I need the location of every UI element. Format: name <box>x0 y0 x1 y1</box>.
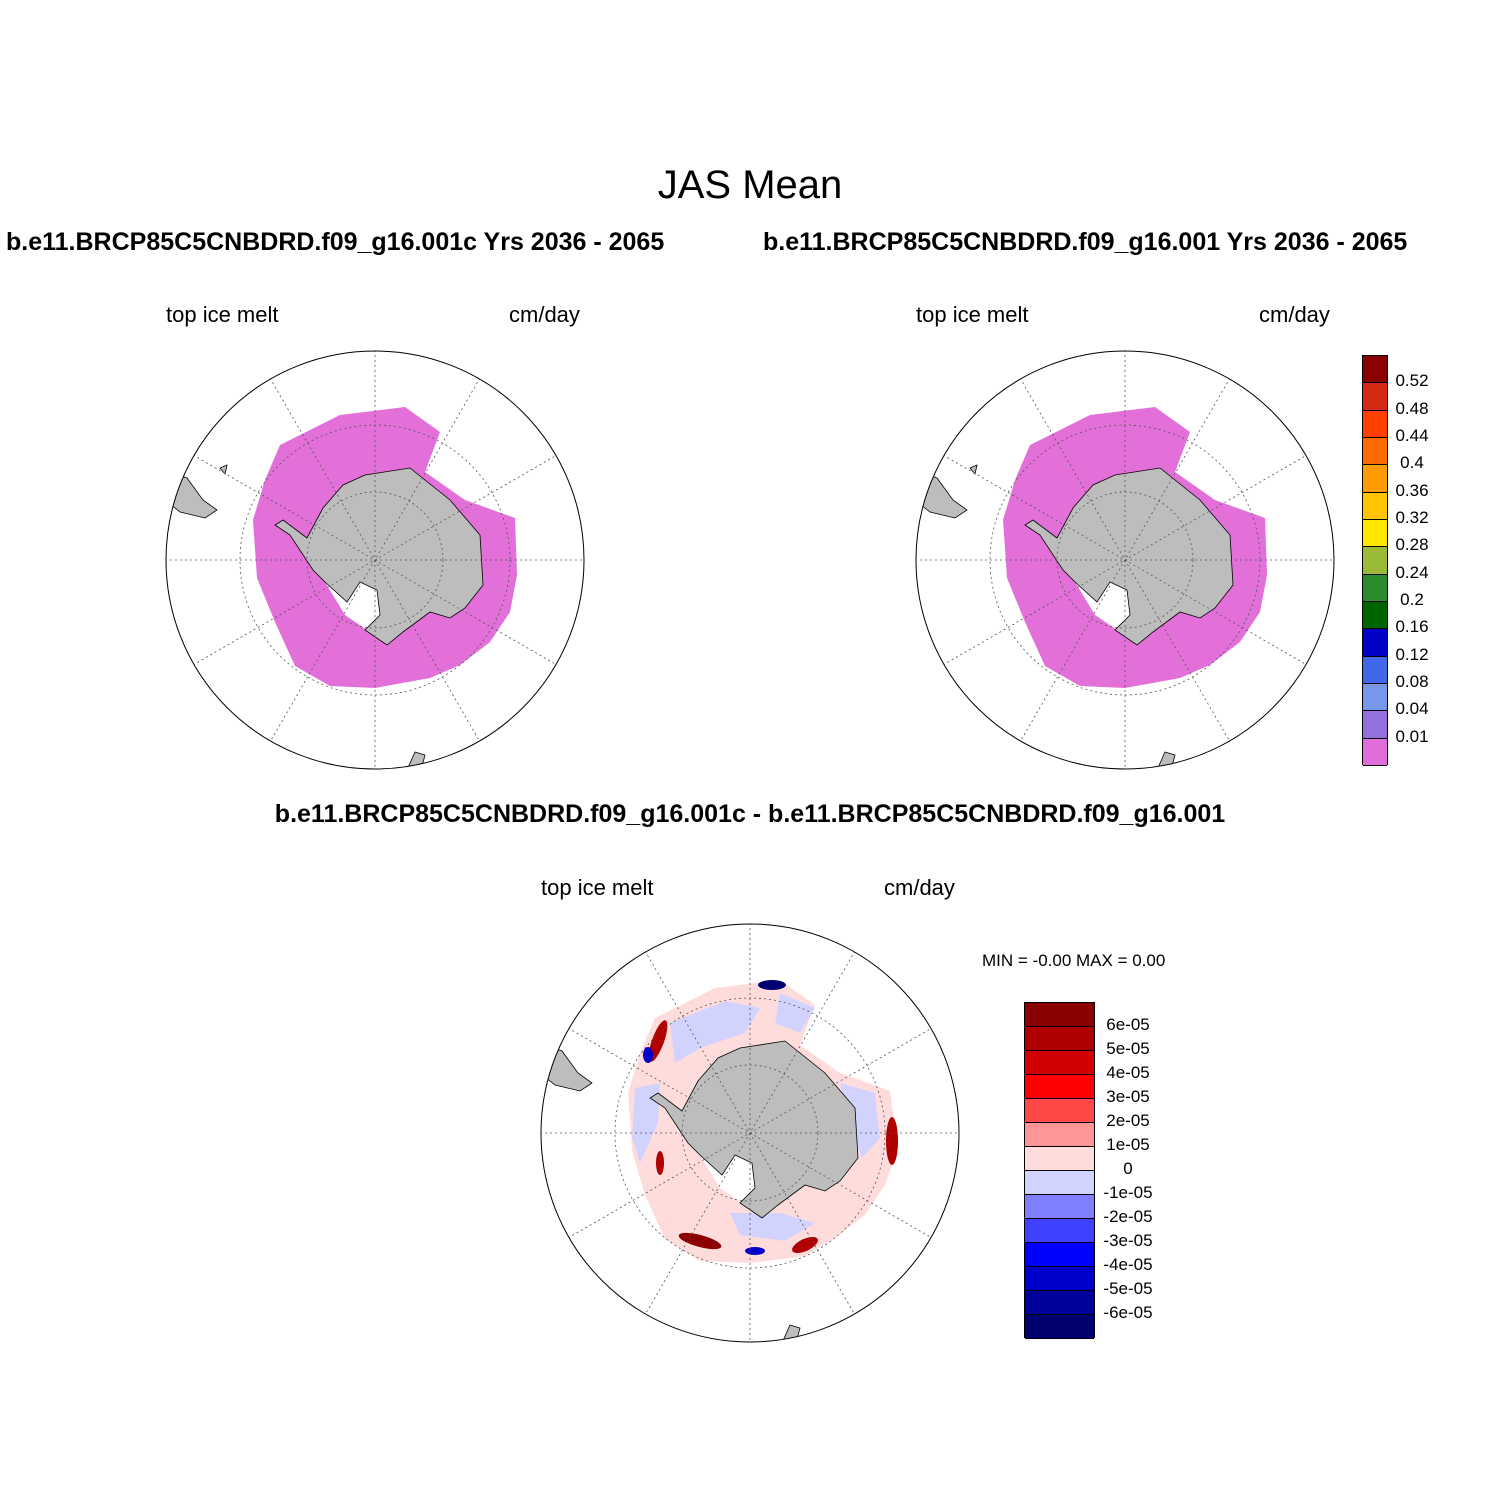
difference-colorbar-tick-label: 3e-05 <box>1106 1087 1150 1106</box>
main-colorbar-color-box <box>1363 629 1387 657</box>
main-colorbar-color-box <box>1363 574 1387 602</box>
main-colorbar-tick-label: 0.32 <box>1395 508 1429 527</box>
main-colorbar-color-box <box>1363 520 1387 548</box>
main-colorbar-color-box <box>1363 738 1387 766</box>
south-america-tip <box>166 469 218 519</box>
main-colorbar-tick-label: 0.24 <box>1395 562 1429 582</box>
difference-colorbar-color-box <box>1025 1243 1094 1267</box>
figure-title: JAS Mean <box>657 163 843 207</box>
difference-colorbar-tick-label: -3e-05 <box>1103 1231 1153 1250</box>
main-colorbar-tick-label: 0.28 <box>1395 535 1429 555</box>
main-colorbar-tick-label: 0.44 <box>1395 426 1429 445</box>
main-colorbar <box>1362 355 1388 766</box>
difference-colorbar-tick-label: -6e-05 <box>1103 1303 1153 1322</box>
difference-colorbar-tick-label: 6e-05 <box>1106 1015 1150 1034</box>
difference-colorbar-color-box <box>1025 1099 1094 1123</box>
difference-colorbar-color-box <box>1025 1123 1094 1147</box>
difference-colorbar-color-box <box>1025 1027 1094 1051</box>
difference-polar-map <box>540 923 960 1343</box>
difference-colorbar-color-box <box>1025 1171 1094 1195</box>
diff-ring-positive <box>628 980 898 1263</box>
difference-colorbar-color-box <box>1025 1195 1094 1219</box>
main-colorbar-tick-label: 0.01 <box>1395 726 1429 746</box>
difference-units-label: cm/day <box>884 875 955 900</box>
new-zealand-tip <box>406 751 426 769</box>
main-colorbar-color-box <box>1363 438 1387 466</box>
difference-colorbar-color-box <box>1025 1219 1094 1243</box>
difference-colorbar-tick-label: 0 <box>1123 1159 1133 1178</box>
control-variable-label: top ice melt <box>916 302 1029 327</box>
main-colorbar-color-box <box>1363 684 1387 712</box>
control-panel-title: b.e11.BRCP85C5CNBDRD.f09_g16.001 Yrs 203… <box>763 228 1408 256</box>
case-variable-label: top ice melt <box>166 302 279 327</box>
main-colorbar-tick-label: 0.2 <box>1400 590 1424 609</box>
difference-colorbar-color-box <box>1025 1075 1094 1099</box>
difference-colorbar-tick-label: -4e-05 <box>1103 1255 1153 1274</box>
difference-colorbar-tick-label: -5e-05 <box>1103 1279 1153 1298</box>
new-zealand-tip <box>1156 751 1176 769</box>
main-colorbar-tick-label: 0.52 <box>1395 371 1429 391</box>
main-colorbar-tick-label: 0.16 <box>1395 617 1429 637</box>
main-colorbar-color-box <box>1363 465 1387 493</box>
south-america-tip <box>541 1042 593 1092</box>
difference-colorbar-tick-label: 1e-05 <box>1106 1135 1150 1154</box>
difference-colorbar-color-box <box>1025 1147 1094 1171</box>
main-colorbar-color-box <box>1363 383 1387 411</box>
case-polar-map <box>165 350 585 770</box>
difference-colorbar-color-box <box>1025 1051 1094 1075</box>
difference-colorbar <box>1024 1002 1095 1339</box>
south-america-tip <box>916 469 968 519</box>
difference-colorbar-tick-label: -2e-05 <box>1103 1207 1153 1226</box>
main-colorbar-tick-label: 0.48 <box>1395 398 1429 418</box>
difference-colorbar-color-box <box>1025 1315 1094 1339</box>
difference-colorbar-tick-label: 5e-05 <box>1106 1039 1150 1058</box>
new-zealand-tip <box>781 1324 801 1342</box>
control-polar-map <box>915 350 1335 770</box>
main-colorbar-color-box <box>1363 602 1387 630</box>
main-colorbar-tick-label: 0.36 <box>1395 480 1429 500</box>
main-colorbar-tick-label: 0.04 <box>1395 699 1429 719</box>
case-units-label: cm/day <box>509 302 580 327</box>
control-units-label: cm/day <box>1259 302 1330 327</box>
main-colorbar-color-box <box>1363 547 1387 575</box>
difference-colorbar-color-box <box>1025 1291 1094 1315</box>
difference-colorbar-color-box <box>1025 1003 1094 1027</box>
main-colorbar-color-box <box>1363 492 1387 520</box>
main-colorbar-tick-label: 0.12 <box>1395 644 1429 664</box>
difference-colorbar-tick-label: 4e-05 <box>1106 1063 1150 1082</box>
difference-colorbar-color-box <box>1025 1267 1094 1291</box>
main-colorbar-color-box <box>1363 356 1387 384</box>
min-max-readout: MIN = -0.00 MAX = 0.00 <box>982 951 1166 970</box>
difference-colorbar-tick-label: -1e-05 <box>1103 1183 1153 1202</box>
main-colorbar-color-box <box>1363 711 1387 739</box>
difference-variable-label: top ice melt <box>541 875 654 900</box>
case-panel-title: b.e11.BRCP85C5CNBDRD.f09_g16.001c Yrs 20… <box>6 228 665 256</box>
difference-panel-title: b.e11.BRCP85C5CNBDRD.f09_g16.001c - b.e1… <box>274 800 1226 828</box>
main-colorbar-tick-label: 0.4 <box>1400 453 1424 473</box>
main-colorbar-color-box <box>1363 656 1387 684</box>
difference-colorbar-tick-label: 2e-05 <box>1106 1111 1150 1130</box>
main-colorbar-color-box <box>1363 410 1387 438</box>
diff-extreme-patches <box>643 980 898 1255</box>
main-colorbar-tick-label: 0.08 <box>1395 672 1429 691</box>
